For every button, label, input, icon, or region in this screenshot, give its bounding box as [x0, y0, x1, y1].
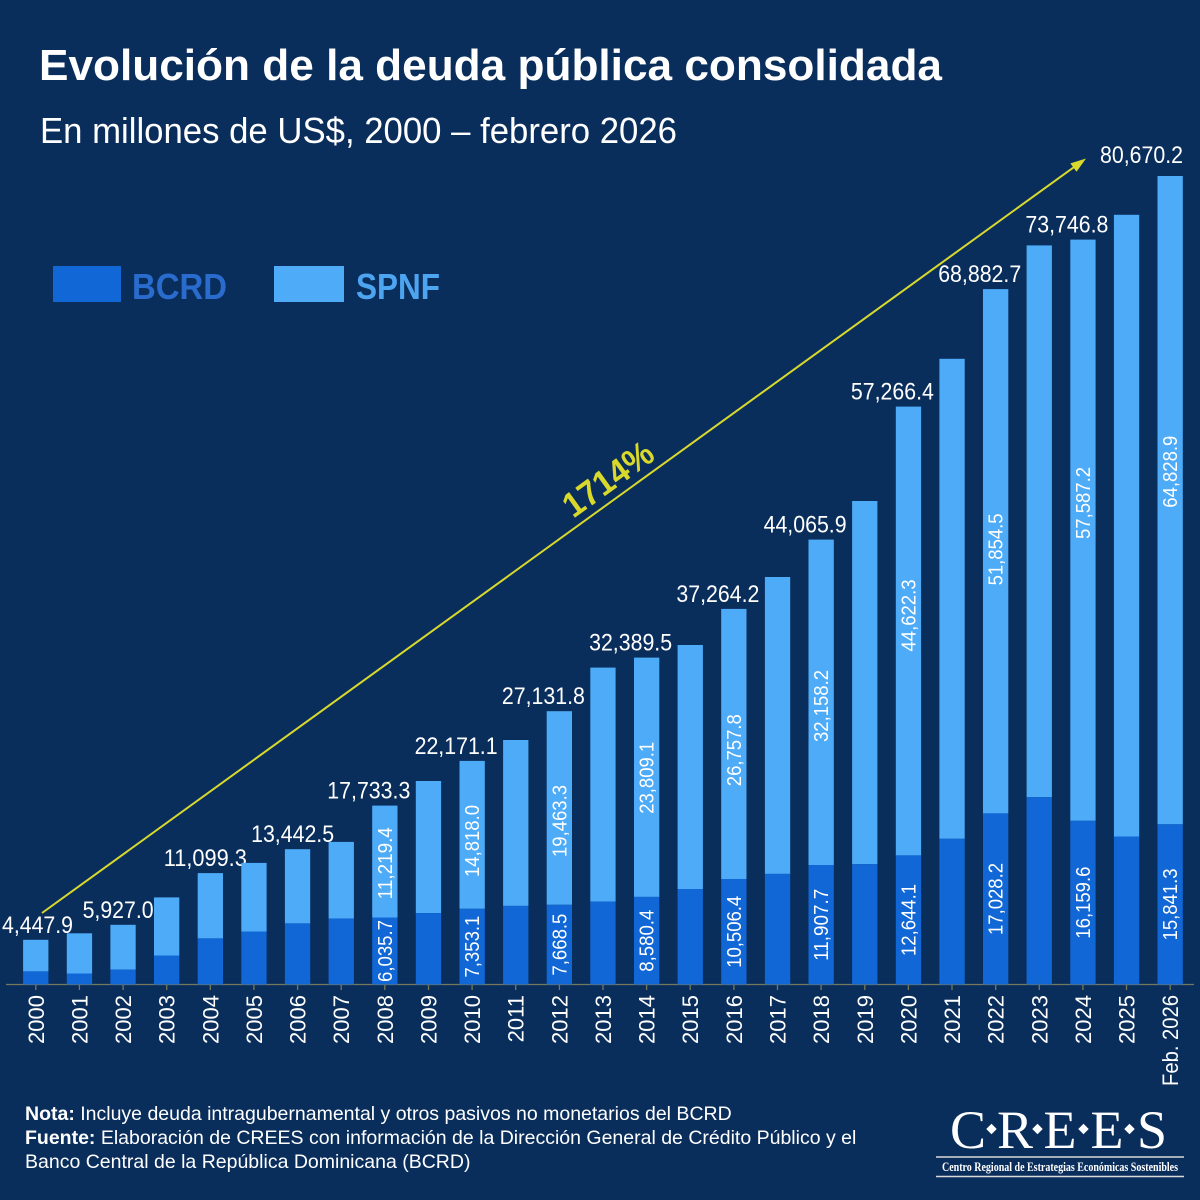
svg-text:11,099.3: 11,099.3	[164, 845, 247, 872]
svg-text:6,035.7: 6,035.7	[375, 920, 397, 982]
svg-text:Feb. 2026: Feb. 2026	[1158, 995, 1183, 1086]
svg-text:26,757.8: 26,757.8	[724, 714, 746, 786]
svg-text:2011: 2011	[504, 995, 529, 1042]
svg-text:2019: 2019	[853, 995, 878, 1044]
svg-text:44,065.9: 44,065.9	[764, 512, 847, 539]
svg-text:2002: 2002	[111, 995, 136, 1044]
svg-text:57,587.2: 57,587.2	[1073, 467, 1095, 539]
svg-text:2001: 2001	[67, 995, 92, 1044]
svg-text:2023: 2023	[1027, 995, 1052, 1044]
svg-text:4,447.9: 4,447.9	[2, 912, 73, 939]
svg-text:8,580.4: 8,580.4	[637, 910, 659, 972]
svg-text:2013: 2013	[591, 995, 616, 1044]
svg-text:19,463.3: 19,463.3	[549, 785, 571, 857]
svg-text:E: E	[1091, 1100, 1124, 1160]
svg-text:2015: 2015	[678, 995, 703, 1044]
svg-text:2022: 2022	[984, 995, 1009, 1044]
svg-text:2006: 2006	[286, 995, 311, 1044]
svg-text:2017: 2017	[766, 995, 791, 1044]
svg-text:32,389.5: 32,389.5	[589, 630, 672, 657]
svg-text:37,264.2: 37,264.2	[676, 581, 759, 608]
svg-text:57,266.4: 57,266.4	[851, 379, 934, 406]
svg-text:17,733.3: 17,733.3	[327, 778, 410, 805]
svg-text:73,746.8: 73,746.8	[1025, 212, 1108, 239]
svg-text:15,841.3: 15,841.3	[1160, 868, 1182, 940]
svg-text:En millones de US$, 2000 – feb: En millones de US$, 2000 – febrero 2026	[40, 110, 677, 151]
svg-text:Evolución de la deuda pública: Evolución de la deuda pública consolidad…	[39, 41, 943, 90]
svg-text:11,907.7: 11,907.7	[811, 889, 833, 961]
svg-text:11,219.4: 11,219.4	[375, 827, 397, 899]
svg-text:23,809.1: 23,809.1	[637, 742, 659, 814]
svg-text:17,028.2: 17,028.2	[986, 863, 1008, 935]
svg-text:22,171.1: 22,171.1	[415, 733, 498, 760]
svg-text:7,353.1: 7,353.1	[462, 916, 484, 978]
svg-text:2005: 2005	[242, 995, 267, 1044]
svg-text:2010: 2010	[460, 995, 485, 1044]
svg-text:2016: 2016	[722, 995, 747, 1044]
svg-text:64,828.9: 64,828.9	[1160, 436, 1182, 508]
svg-text:27,131.8: 27,131.8	[502, 683, 585, 710]
svg-text:2003: 2003	[155, 995, 180, 1044]
svg-text:13,442.5: 13,442.5	[251, 821, 334, 848]
svg-text:7,668.5: 7,668.5	[549, 914, 571, 976]
svg-text:14,818.0: 14,818.0	[462, 805, 484, 877]
svg-text:SPNF: SPNF	[356, 266, 440, 307]
svg-text:Nota: Incluye deuda intraguber: Nota: Incluye deuda intragubernamental y…	[25, 1103, 732, 1125]
svg-text:2014: 2014	[635, 995, 660, 1044]
svg-text:2021: 2021	[940, 995, 965, 1044]
svg-text:2000: 2000	[24, 995, 49, 1044]
svg-text:2024: 2024	[1071, 995, 1096, 1044]
svg-text:2018: 2018	[809, 995, 834, 1044]
svg-text:5,927.0: 5,927.0	[83, 897, 154, 924]
svg-text:10,506.4: 10,506.4	[724, 896, 746, 968]
svg-text:S: S	[1137, 1100, 1167, 1160]
svg-text:68,882.7: 68,882.7	[938, 261, 1021, 288]
svg-text:C: C	[950, 1100, 986, 1160]
svg-text:32,158.2: 32,158.2	[811, 670, 833, 742]
svg-text:80,670.2: 80,670.2	[1100, 142, 1183, 169]
svg-text:R: R	[997, 1100, 1033, 1160]
svg-text:E: E	[1044, 1100, 1077, 1160]
svg-text:12,644.1: 12,644.1	[898, 884, 920, 956]
svg-text:51,854.5: 51,854.5	[986, 513, 1008, 585]
svg-text:2020: 2020	[896, 995, 921, 1044]
svg-text:Centro Regional de Estrategias: Centro Regional de Estrategias Económica…	[942, 1159, 1178, 1174]
svg-text:2012: 2012	[547, 995, 572, 1044]
svg-text:2007: 2007	[329, 995, 354, 1044]
svg-text:16,159.6: 16,159.6	[1073, 867, 1095, 939]
svg-text:BCRD: BCRD	[132, 266, 227, 307]
svg-text:2009: 2009	[417, 995, 442, 1044]
svg-text:44,622.3: 44,622.3	[898, 580, 920, 652]
svg-text:Banco Central de la República: Banco Central de la República Dominicana…	[25, 1151, 470, 1173]
svg-text:Fuente: Elaboración de CREES c: Fuente: Elaboración de CREES con informa…	[25, 1127, 856, 1149]
svg-text:2008: 2008	[373, 995, 398, 1044]
svg-text:2025: 2025	[1115, 995, 1140, 1044]
svg-text:2004: 2004	[198, 995, 223, 1044]
